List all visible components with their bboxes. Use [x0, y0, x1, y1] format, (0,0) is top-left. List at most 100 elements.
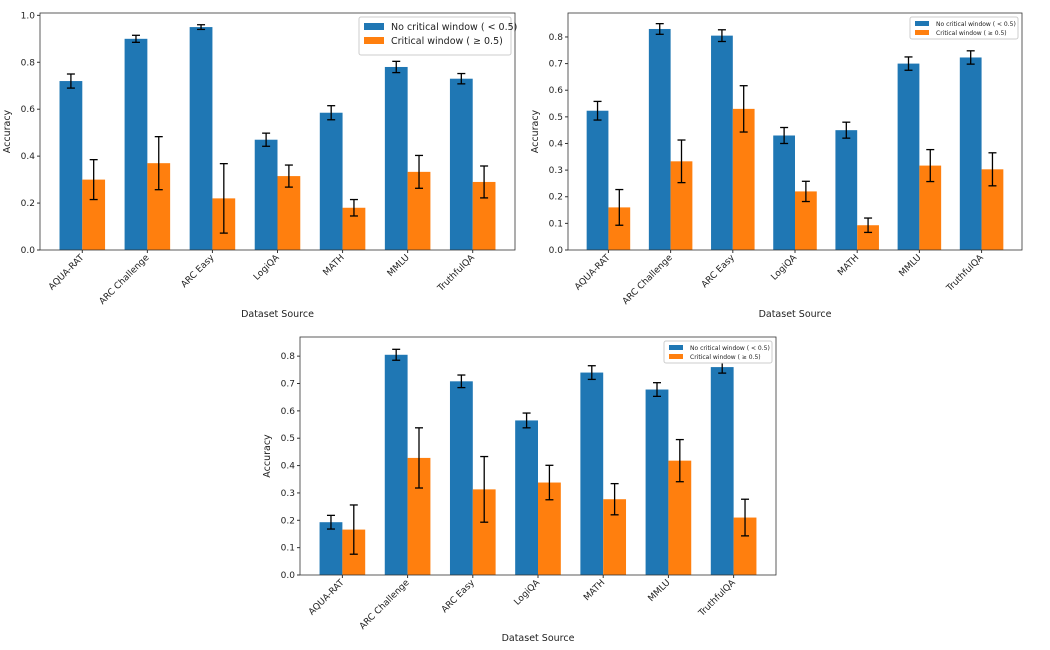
x-tick-label: LogiQA: [513, 577, 543, 607]
bar: [59, 81, 83, 251]
bar: [603, 499, 627, 575]
y-tick-label: 0.2: [281, 516, 295, 526]
y-tick-label: 0.7: [549, 60, 563, 70]
bar: [342, 207, 366, 250]
chart-1: 0.0 0.2 0.4 0.6 0.8 1.0 AQUA-RAT ARC Challenge A…: [2, 11, 517, 320]
legend-label: Critical window ( ≥ 0.5): [690, 354, 761, 361]
bar: [733, 517, 757, 575]
x-axis-label: Dataset Source: [502, 633, 575, 644]
y-axis-label: Accuracy: [262, 434, 273, 478]
legend: No critical window ( < 0.5) Critical wind…: [663, 340, 773, 364]
bar: [608, 207, 631, 250]
bar: [319, 112, 343, 250]
x-tick-label: TruthfulQA: [436, 252, 478, 294]
legend-label: No critical window ( < 0.5): [391, 22, 517, 33]
y-tick-label: 0.2: [549, 193, 563, 203]
bar: [795, 191, 817, 250]
y-tick-label: 0.8: [21, 58, 36, 68]
y-axis-label: Accuracy: [530, 109, 541, 153]
legend-label: Critical window ( ≥ 0.5): [391, 36, 503, 47]
y-tick-label: 0.5: [549, 113, 563, 123]
bar: [670, 161, 693, 250]
y-tick-label: 0.4: [21, 152, 36, 162]
legend-label: No critical window ( < 0.5): [690, 345, 770, 352]
legend: No critical window ( < 0.5) Critical wind…: [358, 16, 517, 56]
bar: [919, 165, 942, 250]
x-tick-label: ARC Easy: [440, 578, 477, 615]
legend-label: No critical window ( < 0.5): [936, 21, 1016, 28]
bar: [710, 367, 734, 575]
legend-swatch: [915, 21, 929, 26]
y-tick-label: 0.0: [281, 571, 296, 581]
legend-box: [663, 340, 773, 364]
legend-swatch: [669, 345, 683, 350]
bar: [981, 169, 1004, 250]
x-tick-label: ARC Challenge: [621, 253, 675, 307]
x-axis-label: Dataset Source: [759, 309, 832, 320]
y-tick-label: 0.5: [281, 434, 295, 444]
bar: [384, 66, 408, 250]
x-tick-label: AQUA-RAT: [47, 253, 87, 293]
x-tick-label: ARC Challenge: [98, 253, 152, 307]
legend-swatch: [915, 30, 929, 35]
bar: [711, 35, 733, 251]
bar: [449, 78, 473, 250]
legend-swatch: [364, 37, 384, 44]
y-tick-label: 0.8: [281, 352, 296, 362]
bar: [147, 163, 171, 250]
bar: [538, 482, 561, 575]
bar: [407, 171, 431, 250]
bar: [897, 63, 920, 250]
y-tick-label: 0.3: [281, 489, 295, 499]
x-tick-label: MMLU: [647, 578, 673, 604]
bar: [835, 130, 858, 250]
bar: [472, 489, 496, 575]
bar: [319, 522, 343, 575]
y-tick-label: 0.4: [281, 462, 296, 472]
chart-3: 0.0 0.1 0.2 0.3 0.4 0.5 0.6 0.7 0.8 AQUA-RAT ARC C…: [262, 336, 777, 644]
bar: [732, 108, 755, 250]
legend-label: Critical window ( ≥ 0.5): [936, 30, 1007, 37]
bar: [857, 225, 879, 250]
legend: No critical window ( < 0.5) Critical wind…: [909, 16, 1019, 40]
bar: [189, 27, 213, 250]
bar: [773, 135, 795, 250]
x-tick-label: MMLU: [898, 253, 924, 279]
y-tick-label: 0.2: [21, 199, 35, 209]
bar: [668, 460, 692, 575]
x-tick-label: ARC Easy: [180, 253, 217, 290]
y-tick-label: 0.6: [281, 407, 296, 417]
x-axis-label: Dataset Source: [241, 309, 314, 320]
y-axis-label: Accuracy: [2, 109, 13, 153]
bar: [407, 457, 431, 575]
x-tick-label: ARC Easy: [700, 253, 737, 290]
y-tick-label: 0.6: [549, 86, 564, 96]
y-tick-label: 0.1: [549, 219, 563, 229]
bar: [580, 372, 604, 575]
y-tick-label: 0.1: [281, 544, 295, 554]
bar: [645, 389, 669, 575]
x-tick-label: MATH: [836, 253, 861, 278]
y-tick-label: 0.7: [281, 380, 295, 390]
bar: [82, 179, 106, 250]
bar: [472, 181, 496, 250]
y-tick-label: 0.4: [549, 139, 564, 149]
legend-box: [358, 16, 512, 56]
bar: [449, 381, 473, 575]
legend-box: [909, 16, 1019, 40]
x-tick-label: MMLU: [386, 253, 412, 279]
bar: [515, 420, 538, 575]
x-tick-label: ARC Challenge: [358, 578, 412, 632]
y-tick-label: 0.8: [549, 33, 564, 43]
x-tick-label: AQUA-RAT: [573, 253, 613, 293]
y-tick-label: 0.3: [549, 166, 563, 176]
x-tick-label: LogiQA: [252, 252, 282, 282]
y-tick-label: 0.0: [21, 246, 36, 256]
legend-swatch: [669, 354, 683, 359]
bar: [254, 139, 278, 250]
bar: [586, 110, 609, 250]
bar: [124, 38, 148, 250]
bar: [648, 28, 671, 251]
legend-swatch: [364, 23, 384, 30]
